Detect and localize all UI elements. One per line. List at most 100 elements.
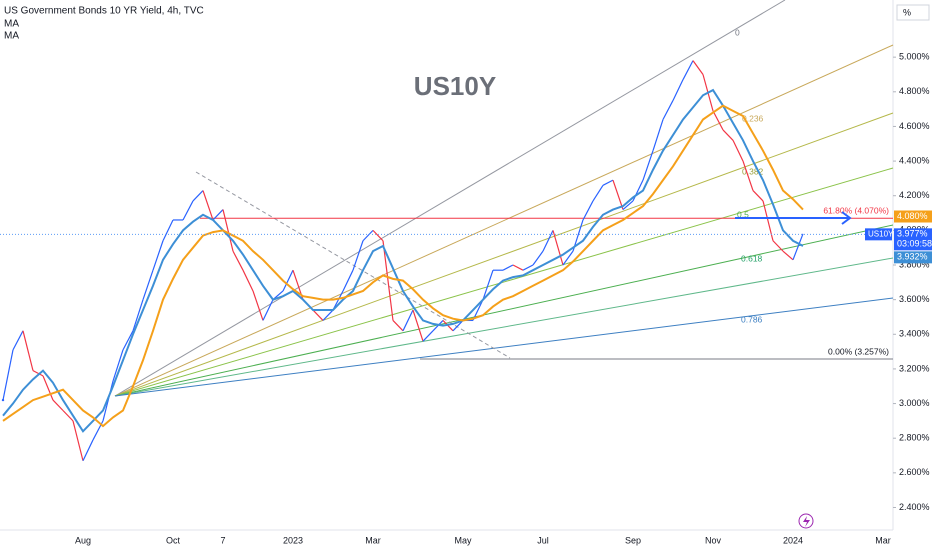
fib-line-label: 0.00% (3.257%) — [828, 346, 889, 356]
price-segment — [332, 290, 344, 311]
price-segment — [22, 330, 34, 371]
y-tick-label: 4.400% — [899, 155, 930, 165]
price-segment — [242, 269, 254, 292]
price-tag-label: 3.932% — [897, 252, 928, 262]
fan-level-label: 0.5 — [737, 209, 749, 219]
price-segment — [682, 60, 694, 80]
price-segment — [202, 190, 214, 221]
x-tick-label: May — [454, 535, 472, 545]
price-segment — [592, 185, 604, 202]
indicator: MA — [4, 19, 19, 30]
price-segment — [582, 200, 594, 221]
moving-average — [2, 104, 804, 428]
price-segment — [52, 399, 64, 411]
price-segment — [162, 219, 174, 242]
price-segment — [362, 229, 374, 242]
price-segment — [392, 320, 404, 332]
price-segment — [182, 200, 194, 221]
x-tick-label: Sep — [625, 535, 641, 545]
price-segment — [382, 240, 394, 321]
price-tag — [894, 228, 932, 251]
x-tick-label: Mar — [875, 535, 891, 545]
x-tick-label: Jul — [537, 535, 549, 545]
price-segment — [752, 190, 764, 202]
price-segment — [532, 250, 544, 266]
price-segment — [642, 150, 654, 181]
price-segment — [712, 110, 724, 131]
price-segment — [412, 309, 424, 342]
price-segment — [502, 264, 514, 271]
title: US Government Bonds 10 YR Yield, 4h, TVC — [4, 6, 204, 17]
price-segment — [282, 269, 294, 292]
price-segment — [542, 230, 554, 252]
price-segment — [132, 299, 144, 332]
fan-line — [114, 44, 894, 397]
price-segment — [312, 309, 324, 321]
price-segment — [452, 320, 464, 332]
fan-level-label: 0.786 — [741, 314, 763, 324]
price-segment — [342, 269, 354, 292]
x-tick-label: Nov — [705, 535, 722, 545]
price-segment — [122, 330, 134, 351]
y-tick-label: 3.600% — [899, 294, 930, 304]
x-tick-label: Oct — [166, 535, 181, 545]
x-tick-label: 2024 — [783, 535, 803, 545]
price-segment — [192, 190, 204, 202]
price-segment — [732, 140, 744, 162]
fan-line — [114, 297, 894, 397]
y-tick-label: 3.800% — [899, 259, 930, 269]
price-segment — [772, 240, 784, 252]
price-segment — [612, 179, 624, 210]
price-segment — [402, 309, 414, 332]
price-segment — [602, 179, 614, 186]
fan-level-label: 0.236 — [742, 113, 764, 123]
y-tick-label: 4.800% — [899, 86, 930, 96]
price-segment — [32, 370, 44, 377]
price-segment — [152, 240, 164, 271]
price-segment — [472, 299, 484, 321]
price-segment — [662, 100, 674, 120]
y-tick-label: 3.400% — [899, 329, 930, 339]
symbol-tag-label: US10Y — [868, 229, 894, 238]
fan-line — [114, 224, 894, 397]
y-tick-label: 2.400% — [899, 502, 930, 512]
price-segment — [232, 250, 244, 271]
arrow — [735, 211, 852, 225]
price-segment — [222, 209, 234, 252]
fan-level-label: 0.382 — [742, 166, 764, 176]
unit-box — [896, 4, 930, 21]
x-tick-label: Mar — [365, 535, 381, 545]
price-segment — [512, 264, 524, 271]
unit: % — [903, 7, 911, 17]
trend-dashed — [195, 171, 511, 359]
x-tick-label: 2023 — [283, 535, 303, 545]
price-segment — [82, 439, 94, 461]
price-segment — [142, 270, 154, 300]
price-segment — [252, 290, 264, 321]
indicator: MA — [4, 31, 19, 42]
x-tick-label: 7 — [220, 535, 225, 545]
watermark: US10Y — [414, 71, 496, 101]
price-tag-timer: 03:09:58 — [897, 239, 932, 249]
fan-line — [114, 167, 894, 397]
fan-level-label: 0 — [735, 27, 740, 37]
price-tag — [894, 251, 932, 264]
price-segment — [782, 250, 794, 261]
price-segment — [2, 349, 14, 401]
fib-fan — [114, 0, 894, 397]
price-segment — [792, 233, 804, 261]
price-segment — [62, 410, 74, 422]
symbol-tag — [865, 228, 892, 241]
y-tick-label: 2.600% — [899, 467, 930, 477]
price-segment — [562, 250, 574, 266]
y-tick-label: 5.000% — [899, 52, 930, 62]
fan-level-label: 0.618 — [741, 253, 763, 263]
price-segment — [72, 420, 84, 461]
fan-line — [114, 112, 894, 397]
price-segment — [692, 60, 704, 75]
moving-average — [2, 88, 804, 433]
price-segment — [262, 299, 274, 321]
price-segment — [742, 160, 754, 191]
